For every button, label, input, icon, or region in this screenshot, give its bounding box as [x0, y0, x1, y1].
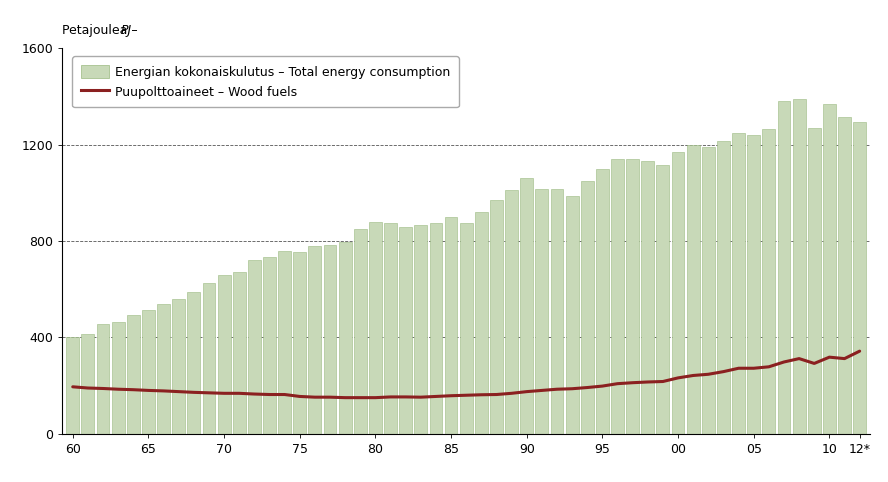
- Bar: [445, 217, 457, 434]
- Bar: [808, 128, 821, 434]
- Bar: [551, 189, 563, 434]
- Bar: [202, 283, 216, 434]
- Bar: [748, 135, 760, 434]
- Bar: [293, 252, 306, 434]
- Bar: [686, 145, 700, 434]
- Bar: [308, 246, 321, 434]
- Bar: [702, 147, 715, 434]
- Bar: [475, 212, 488, 434]
- Bar: [127, 314, 139, 434]
- Bar: [263, 256, 276, 434]
- Bar: [338, 242, 352, 434]
- Bar: [278, 251, 291, 434]
- Bar: [157, 304, 170, 434]
- Bar: [763, 129, 775, 434]
- Bar: [97, 324, 109, 434]
- Bar: [778, 101, 790, 434]
- Bar: [853, 121, 866, 434]
- Bar: [581, 181, 594, 434]
- Bar: [415, 226, 427, 434]
- Bar: [400, 227, 412, 434]
- Bar: [369, 222, 382, 434]
- Bar: [460, 223, 472, 434]
- Bar: [611, 159, 624, 434]
- Bar: [67, 337, 79, 434]
- Bar: [566, 197, 579, 434]
- Bar: [793, 99, 805, 434]
- Bar: [490, 200, 503, 434]
- Bar: [596, 169, 609, 434]
- Bar: [233, 272, 246, 434]
- Bar: [656, 165, 670, 434]
- Bar: [112, 322, 124, 434]
- Text: Petajoulea –: Petajoulea –: [62, 24, 142, 37]
- Bar: [641, 161, 654, 434]
- Bar: [82, 334, 94, 434]
- Bar: [430, 223, 442, 434]
- Bar: [823, 104, 836, 434]
- Bar: [353, 229, 367, 434]
- Bar: [385, 223, 397, 434]
- Legend: Energian kokonaiskulutus – Total energy consumption, Puupolttoaineet – Wood fuel: Energian kokonaiskulutus – Total energy …: [73, 56, 459, 107]
- Bar: [626, 159, 639, 434]
- Bar: [838, 117, 851, 434]
- Bar: [520, 178, 533, 434]
- Text: PJ: PJ: [121, 24, 131, 37]
- Bar: [323, 245, 337, 434]
- Bar: [505, 190, 518, 434]
- Bar: [717, 141, 730, 434]
- Bar: [535, 189, 548, 434]
- Bar: [671, 152, 685, 434]
- Bar: [218, 275, 231, 434]
- Bar: [142, 310, 155, 434]
- Bar: [732, 133, 745, 434]
- Bar: [172, 299, 185, 434]
- Bar: [248, 260, 261, 434]
- Bar: [187, 292, 201, 434]
